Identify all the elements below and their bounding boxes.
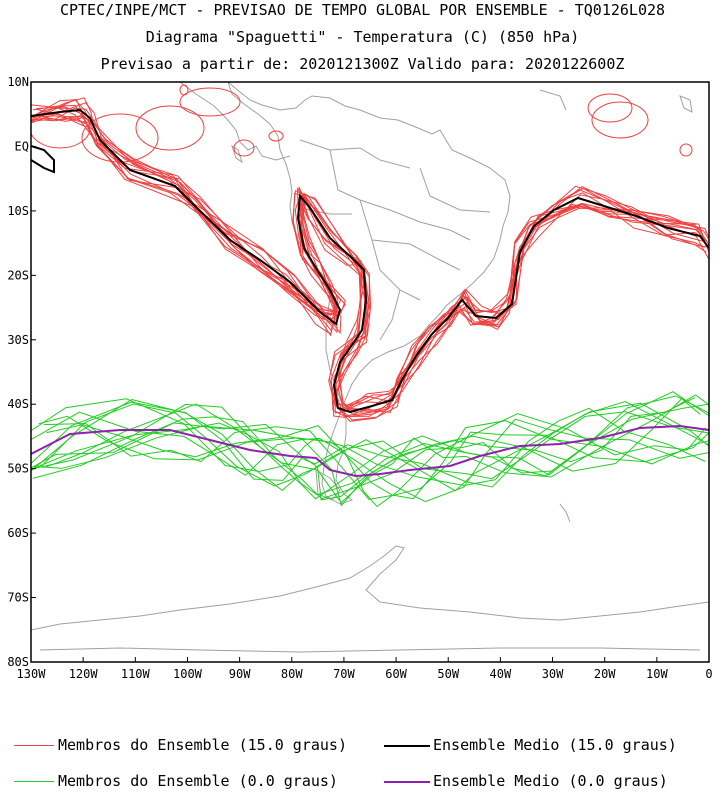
lon-tick-label: 60W — [385, 667, 407, 681]
ensemble-member-0-line — [32, 403, 709, 500]
lat-tick-label: 60S — [7, 526, 29, 540]
map-frame — [30, 81, 710, 663]
lon-tick-label: 70W — [333, 667, 355, 681]
ensemble-member-0-line — [33, 398, 701, 507]
title-line-3: Previsao a partir de: 2020121300Z Valido… — [100, 55, 625, 73]
ensemble-member-0-line — [31, 397, 696, 501]
lat-tick-label: EQ — [15, 139, 29, 153]
antarctica-outline — [31, 545, 709, 653]
lat-tick-label: 10S — [7, 204, 29, 218]
legend-mean-15: Ensemble Medio (15.0 graus) — [433, 736, 677, 754]
title-line-1: CPTEC/INPE/MCT - PREVISAO DE TEMPO GLOBA… — [59, 1, 666, 19]
legend-swatch-member-15 — [14, 745, 54, 746]
lon-tick-label: 90W — [229, 667, 251, 681]
map-frame-background — [31, 82, 709, 662]
warm-patches — [31, 84, 693, 163]
lon-tick-label: 80W — [281, 667, 303, 681]
ensemble-member-0-line — [46, 420, 709, 500]
ensemble-mean-0-line — [31, 424, 709, 478]
lon-tick-label: 10W — [646, 667, 668, 681]
ensemble-member-0-line — [31, 398, 706, 487]
lon-tick-label: 40W — [490, 667, 512, 681]
legend-swatch-mean-0 — [384, 781, 430, 783]
ensemble-member-0-line — [43, 422, 709, 500]
lat-tick-label: 10N — [7, 75, 29, 89]
lon-tick-label: 50W — [437, 667, 459, 681]
legend-swatch-member-0 — [14, 781, 54, 782]
legend-swatch-mean-15 — [384, 745, 430, 747]
ensemble-members-0-group — [31, 391, 709, 508]
lat-tick-label: 80S — [7, 655, 29, 669]
legend-member-0: Membros do Ensemble (0.0 graus) — [58, 772, 338, 790]
lat-tick-label: 40S — [7, 397, 29, 411]
title-line-2: Diagrama "Spaguetti" - Temperatura (C) (… — [145, 28, 580, 46]
lat-tick-label: 70S — [7, 591, 29, 605]
country-borders — [299, 139, 491, 341]
lon-tick-label: 20W — [594, 667, 616, 681]
lon-tick-label: 120W — [69, 667, 99, 681]
ensemble-member-0-line — [40, 402, 709, 492]
ensemble-mean-15-line — [31, 108, 709, 414]
latitude-axis: 10N EQ 10S 20S 30S 40S 50S 60S 70S 80S — [7, 75, 36, 669]
central-america-outline — [179, 82, 291, 161]
lat-tick-label: 50S — [7, 462, 29, 476]
ensemble-mean-15-tail — [31, 145, 55, 174]
legend-mean-0: Ensemble Medio (0.0 graus) — [433, 772, 668, 790]
lon-tick-label: 100W — [173, 667, 203, 681]
lon-tick-label: 110W — [121, 667, 151, 681]
lat-tick-label: 30S — [7, 333, 29, 347]
legend-member-15: Membros do Ensemble (15.0 graus) — [58, 736, 347, 754]
lat-tick-label: 20S — [7, 268, 29, 282]
lon-tick-label: 0 — [705, 667, 712, 681]
longitude-axis: 130W 120W 110W 100W 90W 80W 70W 60W 50W 40W 30W 20W… — [17, 657, 713, 681]
lon-tick-label: 30W — [542, 667, 564, 681]
lon-tick-label: 130W — [17, 667, 47, 681]
